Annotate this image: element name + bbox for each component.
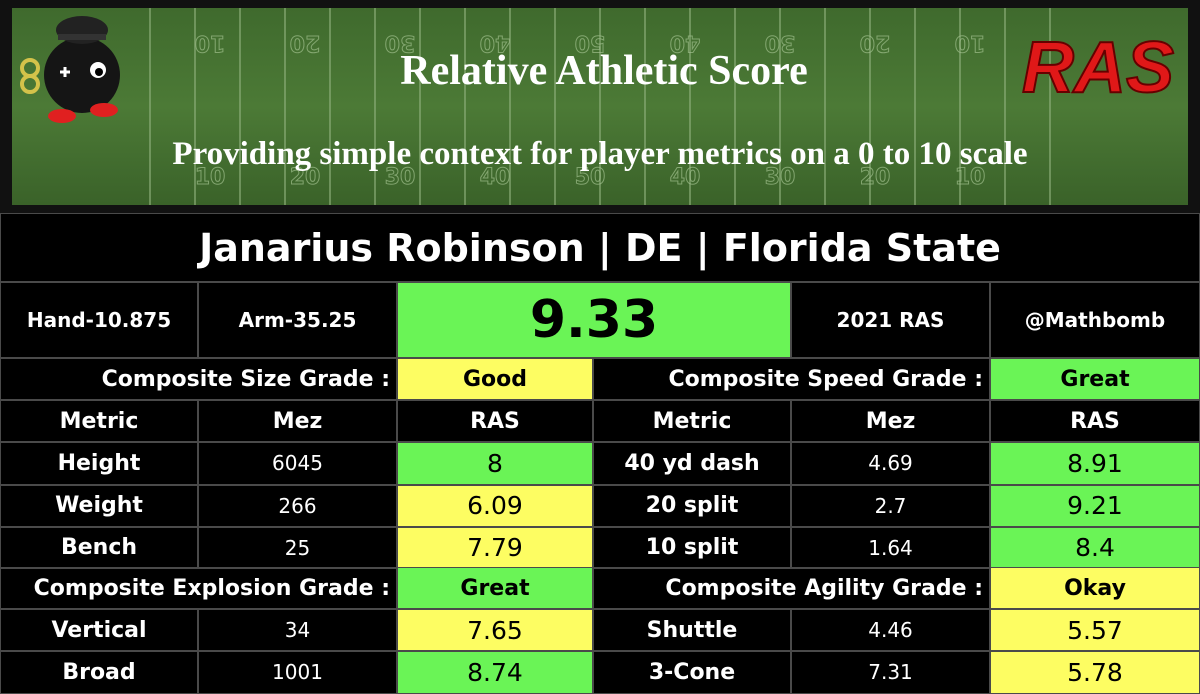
grade-label: Composite Size Grade : <box>0 358 397 401</box>
mez-value: 7.31 <box>791 651 990 694</box>
yard-numbers: 10 10 20 20 30 30 40 40 50 50 40 40 30 30 20 20 10 10 <box>194 30 986 191</box>
metric: Height <box>0 442 198 485</box>
banner-title: Relative Athletic Score <box>400 48 807 94</box>
yard-number: 40 <box>670 30 701 55</box>
yard-number: 40 <box>480 165 511 190</box>
mez-value: 4.46 <box>791 609 990 652</box>
yard-number: 20 <box>290 30 321 55</box>
logo: RAS <box>1022 28 1174 108</box>
banner-subtitle: Providing simple context for player metr… <box>172 136 1027 172</box>
grade: Great <box>990 358 1200 401</box>
mez-value: 266 <box>198 484 397 527</box>
mez-value: 2.7 <box>791 484 990 527</box>
player-name: Janarius Robinson | DE | Florida State <box>0 213 1200 282</box>
column-header: Metric <box>593 400 791 443</box>
metric: 40 yd dash <box>593 442 791 485</box>
yard-number: 10 <box>955 165 986 190</box>
metric: Bench <box>0 526 198 569</box>
column-header: Mez <box>198 400 397 443</box>
metric: Broad <box>0 651 198 694</box>
yard-number: 20 <box>860 30 891 55</box>
yard-number: 30 <box>765 30 796 55</box>
ras-value: 8 <box>397 442 593 485</box>
grade-label: Composite Agility Grade : <box>593 567 990 610</box>
yard-number: 30 <box>765 165 796 190</box>
column-header: RAS <box>397 400 593 443</box>
column-header: Metric <box>0 400 198 443</box>
mez-value: 34 <box>198 609 397 652</box>
ras-score: 9.33 <box>397 282 791 358</box>
yard-number: 50 <box>575 30 606 55</box>
yard-number: 10 <box>195 30 226 55</box>
ras-value: 6.09 <box>397 484 593 527</box>
yard-number: 10 <box>195 165 226 190</box>
mez-value: 1001 <box>198 651 397 694</box>
banner: 10 10 20 20 30 30 40 40 50 50 40 40 30 30 20 20 10 10 RAS… <box>0 0 1200 213</box>
mascot <box>20 16 120 123</box>
ras-value: 8.4 <box>990 526 1200 569</box>
metric: Shuttle <box>593 609 791 652</box>
column-header: RAS <box>990 400 1200 443</box>
mez-value: 1.64 <box>791 526 990 569</box>
metric: 3-Cone <box>593 651 791 694</box>
hand: Hand-10.875 <box>0 282 198 358</box>
yard-number: 40 <box>670 165 701 190</box>
ras-value: 9.21 <box>990 484 1200 527</box>
yard-number: 20 <box>290 165 321 190</box>
year: 2021 RAS <box>791 282 990 358</box>
ras-value: 5.57 <box>990 609 1200 652</box>
yard-number: 10 <box>955 30 986 55</box>
field: 10 10 20 20 30 30 40 40 50 50 40 40 30 30 20 20 10 10 RAS… <box>12 8 1188 205</box>
grade: Great <box>397 567 593 610</box>
arm: Arm-35.25 <box>198 282 397 358</box>
ras-value: 5.78 <box>990 651 1200 694</box>
handle: @Mathbomb <box>990 282 1200 358</box>
ras-value: 7.65 <box>397 609 593 652</box>
yard-number: 50 <box>575 165 606 190</box>
ras-value: 8.91 <box>990 442 1200 485</box>
yard-number: 20 <box>860 165 891 190</box>
yard-number: 30 <box>385 165 416 190</box>
grade-label: Composite Explosion Grade : <box>0 567 397 610</box>
grade-label: Composite Speed Grade : <box>593 358 990 401</box>
column-header: Mez <box>791 400 990 443</box>
ras-value: 7.79 <box>397 526 593 569</box>
metric: Vertical <box>0 609 198 652</box>
grade: Okay <box>990 567 1200 610</box>
mez-value: 6045 <box>198 442 397 485</box>
ras-value: 8.74 <box>397 651 593 694</box>
metric: 10 split <box>593 526 791 569</box>
metric: Weight <box>0 484 198 527</box>
yard-lines <box>149 8 1051 205</box>
mez-value: 4.69 <box>791 442 990 485</box>
grade: Good <box>397 358 593 401</box>
yard-number: 40 <box>480 30 511 55</box>
metric: 20 split <box>593 484 791 527</box>
yard-number: 30 <box>385 30 416 55</box>
mez-value: 25 <box>198 526 397 569</box>
